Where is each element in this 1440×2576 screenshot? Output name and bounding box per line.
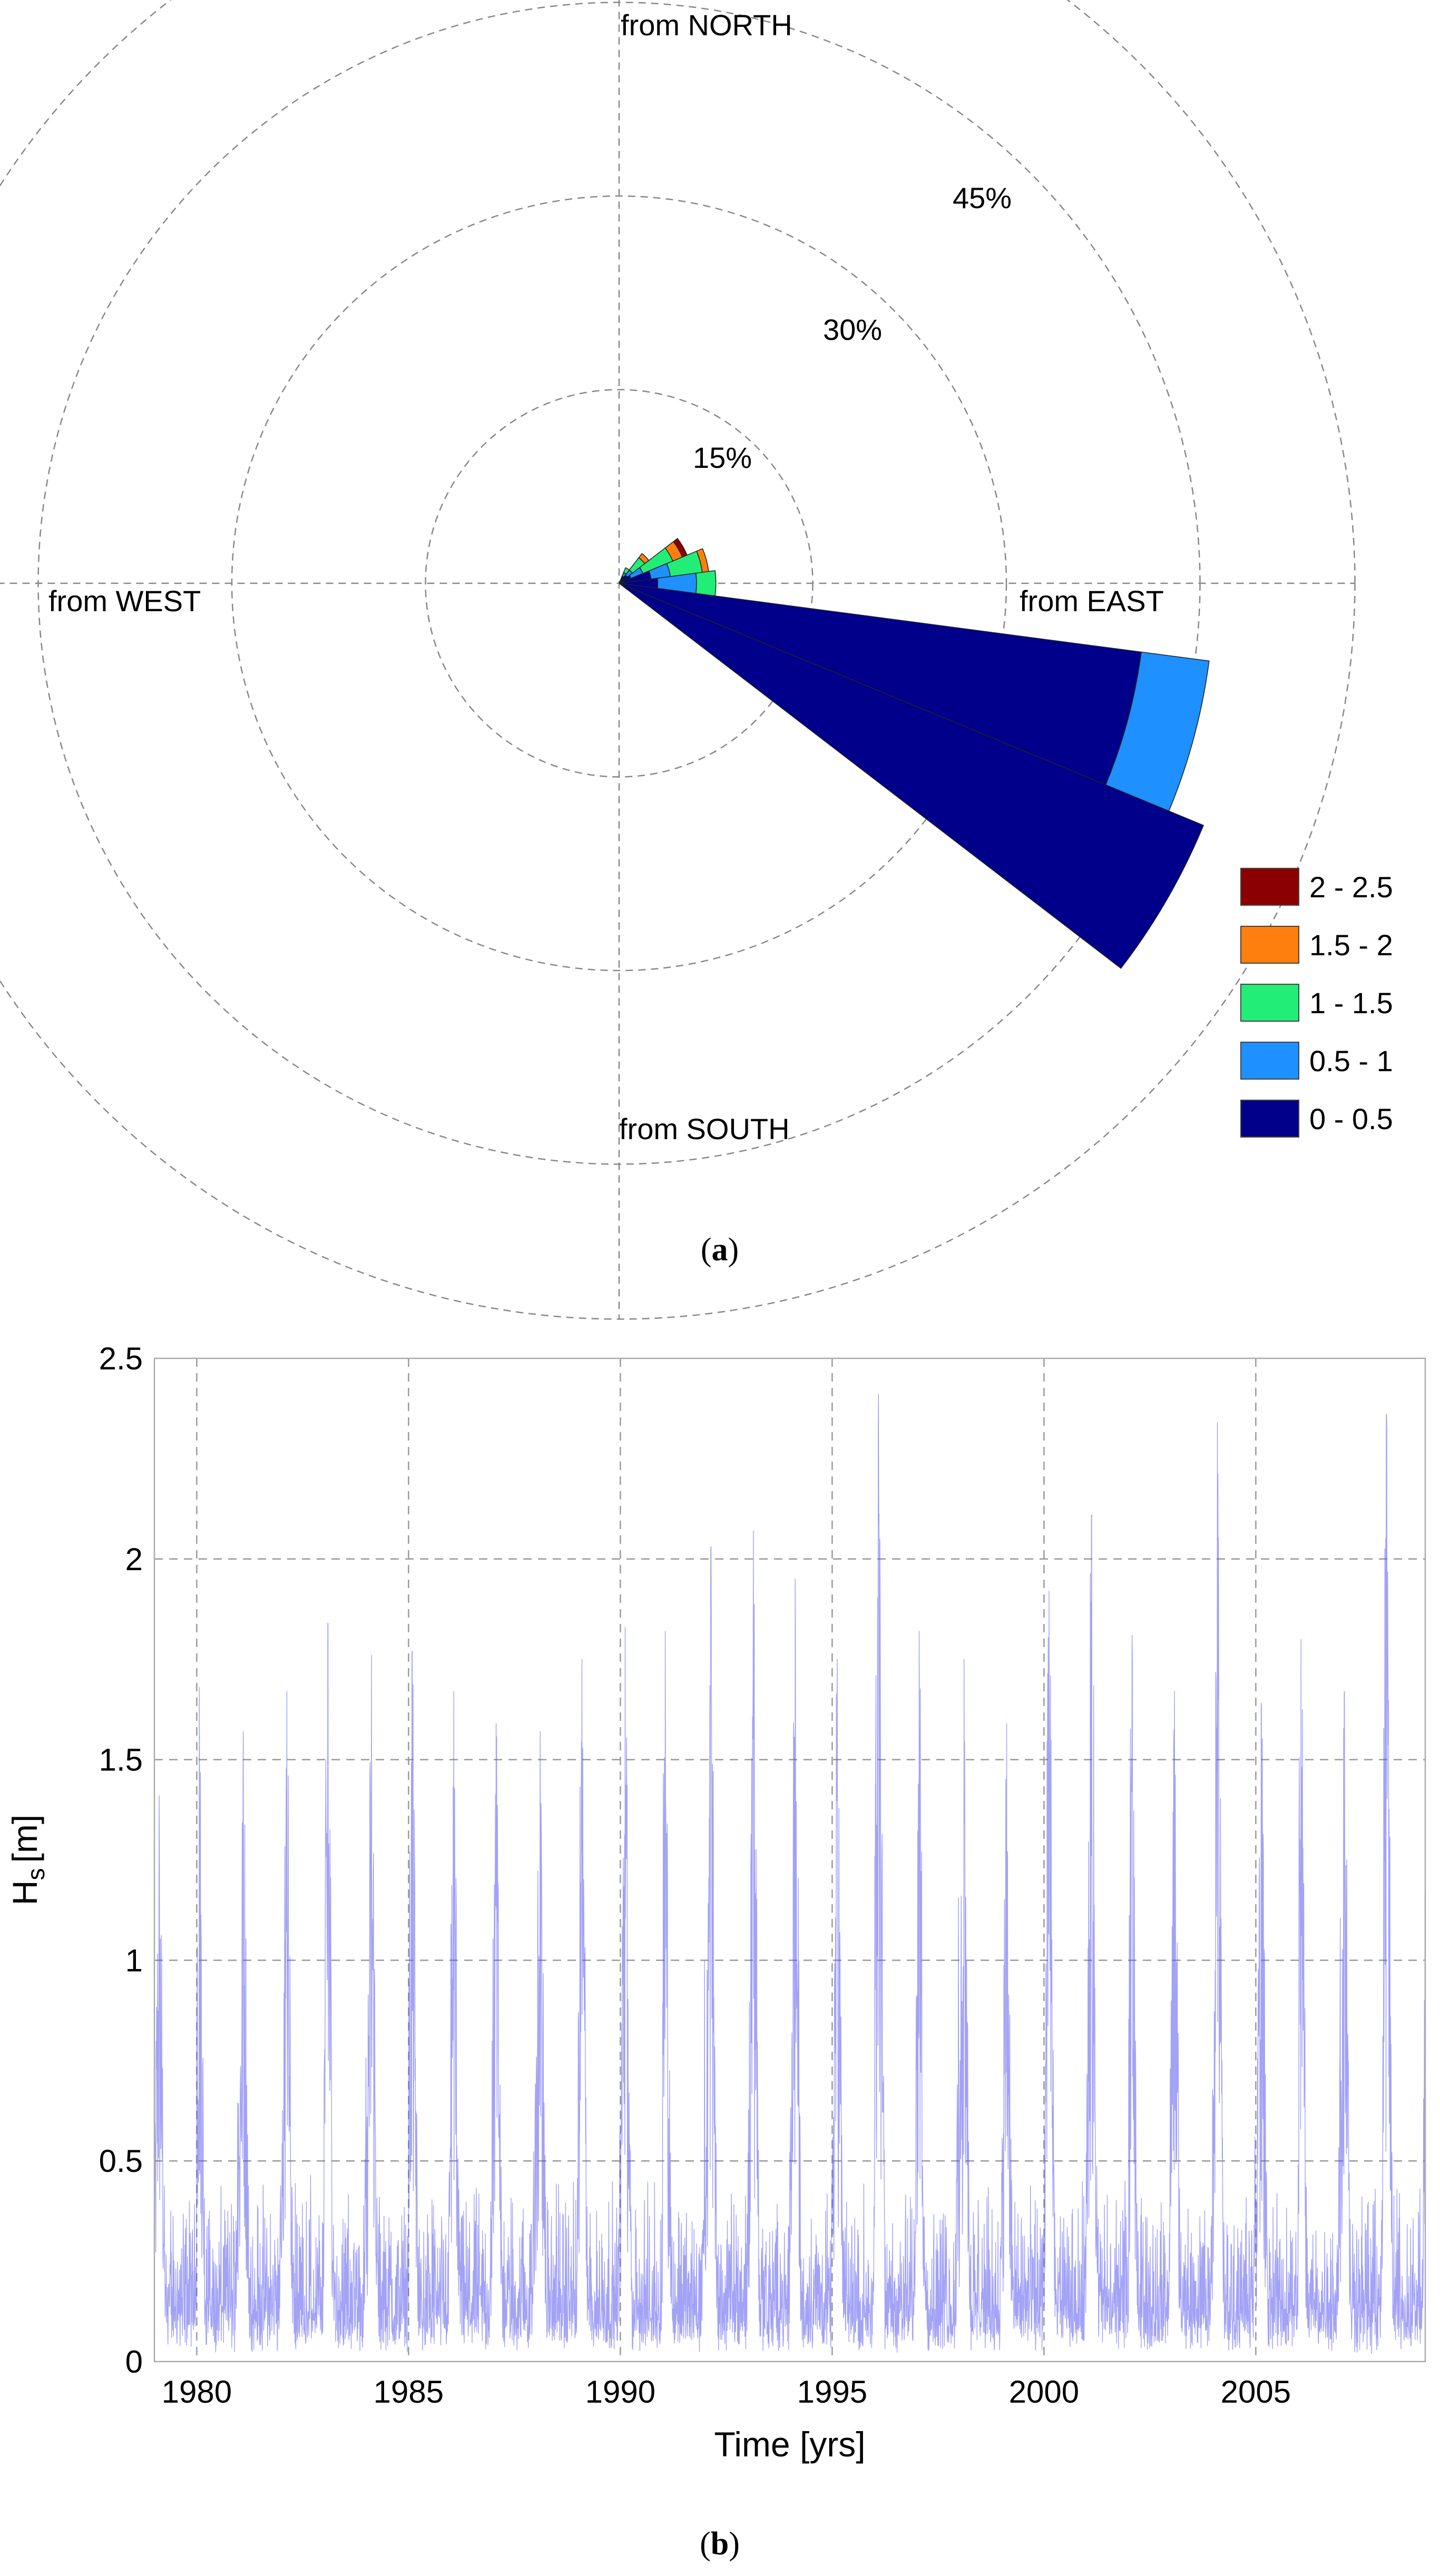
ring-label-30: 30% bbox=[823, 313, 882, 346]
plot-frame bbox=[153, 1357, 1426, 2363]
legend-label: 1 - 1.5 bbox=[1309, 986, 1393, 1020]
y-tick-labels: 0 0.5 1 1.5 2 2.5 bbox=[99, 1341, 143, 2379]
legend-label: 0 - 0.5 bbox=[1309, 1102, 1393, 1135]
y-axis-label-unit: [m] bbox=[5, 1815, 44, 1863]
x-tick-label: 1995 bbox=[797, 2374, 867, 2410]
wind-rose-labels: from NORTH from EAST from SOUTH from WES… bbox=[48, 8, 1164, 1145]
legend-item: 2 - 2.5 bbox=[1240, 868, 1393, 906]
direction-label-north: from NORTH bbox=[621, 8, 792, 42]
direction-label-south: from SOUTH bbox=[619, 1112, 790, 1145]
x-axis-label: Time [yrs] bbox=[714, 2425, 865, 2464]
x-tick-label: 1990 bbox=[585, 2374, 655, 2410]
rose-sector-segment bbox=[638, 553, 650, 564]
panel-label-a: a bbox=[712, 1232, 728, 1268]
y-tick-label: 1 bbox=[125, 1943, 143, 1978]
panel-label-b: b bbox=[711, 2526, 729, 2562]
rose-sector-segment bbox=[623, 567, 630, 575]
direction-label-east: from EAST bbox=[1020, 584, 1164, 618]
legend-item: 0 - 0.5 bbox=[1240, 1100, 1393, 1138]
rose-sector-segment bbox=[619, 583, 1204, 969]
direction-label-west: from WEST bbox=[48, 584, 201, 618]
x-tick-label: 2000 bbox=[1009, 2374, 1079, 2410]
panel-caption-b: (b) bbox=[700, 2526, 740, 2562]
y-tick-label: 1.5 bbox=[99, 1742, 143, 1778]
hs-series-line bbox=[154, 1394, 1426, 2354]
ring-label-45: 45% bbox=[953, 181, 1012, 214]
legend-label: 1.5 - 2 bbox=[1309, 928, 1393, 962]
y-axis-label: Hs [m] bbox=[5, 1815, 50, 1905]
x-tick-label: 1985 bbox=[374, 2374, 444, 2410]
legend-label: 2 - 2.5 bbox=[1309, 870, 1393, 904]
wind-rose-legend: 2 - 2.5 1.5 - 2 1 - 1.5 0.5 - 1 0 - 0.5 bbox=[1240, 868, 1393, 1138]
legend-swatch bbox=[1240, 984, 1299, 1022]
x-tick-label: 2005 bbox=[1221, 2374, 1291, 2410]
legend-swatch bbox=[1240, 1100, 1299, 1138]
rose-sector-segment bbox=[695, 570, 717, 596]
legend-item: 1.5 - 2 bbox=[1240, 926, 1393, 964]
y-axis-label-main: H bbox=[5, 1880, 44, 1905]
legend-item: 0.5 - 1 bbox=[1240, 1042, 1393, 1080]
legend-swatch bbox=[1240, 926, 1299, 964]
wind-rose-chart: from NORTH from EAST from SOUTH from WES… bbox=[0, 0, 1393, 1320]
hs-time-series-chart: 1980 1985 1990 1995 2000 2005 0 0.5 1 1.5 2 2.5 Ti… bbox=[5, 1341, 1426, 2464]
x-tick-labels: 1980 1985 1990 1995 2000 2005 bbox=[162, 2374, 1291, 2410]
panel-caption-a: (a) bbox=[701, 1232, 739, 1268]
wind-rose-sectors bbox=[619, 537, 1210, 969]
y-axis-label-subscript: s bbox=[22, 1868, 50, 1880]
y-tick-label: 2.5 bbox=[99, 1341, 143, 1376]
y-tick-label: 2 bbox=[125, 1542, 143, 1577]
y-tick-label: 0 bbox=[125, 2344, 143, 2379]
ring-label-15: 15% bbox=[693, 441, 752, 474]
y-tick-label: 0.5 bbox=[99, 2143, 143, 2179]
x-tick-label: 1980 bbox=[162, 2374, 232, 2410]
legend-swatch bbox=[1240, 1042, 1299, 1080]
legend-item: 1 - 1.5 bbox=[1240, 984, 1393, 1022]
legend-swatch bbox=[1240, 868, 1299, 906]
legend-label: 0.5 - 1 bbox=[1309, 1044, 1393, 1078]
